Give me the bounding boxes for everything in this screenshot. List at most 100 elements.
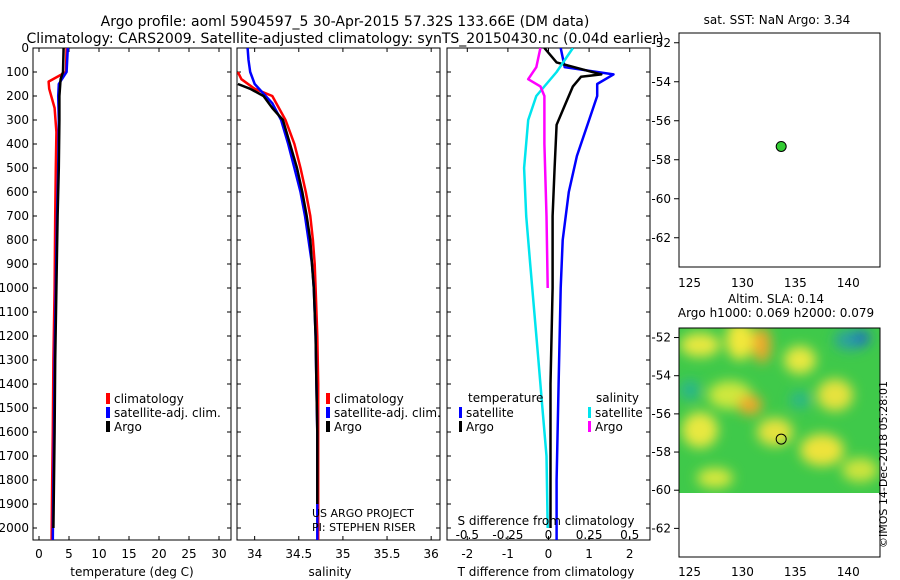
x-tick-label: 35	[335, 547, 350, 561]
figure-title-line1: Argo profile: aoml 5904597_5 30-Apr-2015…	[101, 14, 590, 30]
depth-tick-label: 500	[6, 161, 29, 175]
sla-map-panel: Altim. SLA: 0.14 Argo h1000: 0.069 h2000…	[651, 292, 881, 579]
legend-label-climatology: climatology	[334, 392, 404, 406]
lon-tick-label: 140	[837, 565, 860, 579]
argo-position-marker	[775, 140, 787, 152]
legend-swatch-argo	[326, 421, 330, 432]
depth-tick-label: 1500	[0, 401, 29, 415]
series-line-s-argo	[526, 48, 549, 289]
depth-tick-label: 400	[6, 137, 29, 151]
salinity-x-axis: 34 34.5 35 35.5 36	[247, 48, 439, 561]
lat-tick-label: -58	[651, 153, 671, 167]
lon-tick-label: 135	[784, 565, 807, 579]
lat-tick-label: -60	[651, 483, 671, 497]
s-tick-label: 0	[545, 528, 553, 542]
s-tick-label: -0.25	[492, 528, 523, 542]
legend-swatch-satellite	[106, 407, 110, 418]
sst-map-axes: -52 -54 -56 -58 -60 -62 125 130 135 140	[651, 36, 859, 290]
legend-swatch-s-satellite	[588, 407, 591, 418]
legend-label-satellite: satellite-adj. clim.	[114, 406, 221, 420]
legend-label-satellite: satellite-adj. clim.	[334, 406, 441, 420]
imos-credit: ©IMOS 14-Dec-2018 05:28:01	[877, 381, 890, 548]
sst-map-title: sat. SST: NaN Argo: 3.34	[704, 13, 851, 27]
t-difference-x-label: T difference from climatology	[457, 565, 635, 579]
pi-label: PI: STEPHEN RISER	[312, 521, 416, 534]
x-tick-label: 35.5	[374, 547, 401, 561]
depth-tick-label: 600	[6, 185, 29, 199]
figure-title-line2: Climatology: CARS2009. Satellite-adjuste…	[26, 31, 663, 47]
x-tick-label: 20	[151, 547, 166, 561]
temperature-x-axis: 0 5 10 15 20 25 30	[35, 48, 227, 561]
sla-map-subtitle: Argo h1000: 0.069 h2000: 0.079	[678, 306, 874, 320]
sla-map-axes: -52 -54 -56 -58 -60 -62 125 130 135 140	[651, 331, 859, 579]
t-difference-x-axis: -2 -1 0 1 2	[461, 48, 634, 561]
series-line-s-satellite	[522, 48, 574, 529]
lon-tick-label: 130	[731, 565, 754, 579]
legend-label-t-argo: Argo	[466, 420, 494, 434]
lat-tick-label: -52	[651, 36, 671, 50]
legend-swatch-t-argo	[459, 421, 462, 432]
difference-depth-ticks	[447, 47, 650, 529]
lat-tick-label: -56	[651, 407, 671, 421]
legend-swatch-climatology	[326, 393, 330, 404]
depth-tick-label: 0	[21, 41, 29, 55]
legend-label-s-argo: Argo	[595, 420, 623, 434]
legend-title-temperature: temperature	[468, 391, 543, 405]
depth-tick-label: 2000	[0, 521, 29, 535]
lon-tick-label: 125	[678, 276, 701, 290]
depth-tick-label: 1800	[0, 473, 29, 487]
difference-legend: temperature satellite Argo salinity sate…	[459, 391, 643, 434]
legend-label-s-satellite: satellite	[595, 406, 643, 420]
legend-swatch-satellite	[326, 407, 330, 418]
s-difference-x-label: S difference from climatology	[458, 514, 635, 528]
legend-swatch-argo	[106, 421, 110, 432]
x-tick-label: 0	[545, 547, 553, 561]
project-label: US ARGO PROJECT	[312, 507, 414, 520]
difference-panel: -2 -1 0 1 2 -0.5 -0.25 0 0.25 0.5 T difference f…	[446, 47, 651, 579]
lat-tick-label: -52	[651, 331, 671, 345]
legend-label-argo: Argo	[334, 420, 362, 434]
depth-axis: 0 100 200 300 400 500 600 700 800 900 1000 1100 1200…	[0, 41, 231, 535]
legend-swatch-t-satellite	[459, 407, 462, 418]
legend-swatch-climatology	[106, 393, 110, 404]
depth-tick-label: 1600	[0, 425, 29, 439]
series-line-t-satellite	[555, 48, 615, 540]
legend-label-climatology: climatology	[114, 392, 184, 406]
sla-map-title: Altim. SLA: 0.14	[728, 292, 824, 306]
x-tick-label: 25	[181, 547, 196, 561]
temperature-panel: 0100200300400500600700800900100011001200…	[0, 41, 232, 579]
difference-frame	[446, 47, 651, 541]
x-tick-label: 34.5	[285, 547, 312, 561]
sst-map-panel: sat. SST: NaN Argo: 3.34 -52 -54 -56 -58 -60…	[651, 13, 881, 290]
x-tick-label: 2	[626, 547, 634, 561]
salinity-panel: 34 34.5 35 35.5 36 salinity climatology sate…	[236, 47, 441, 579]
temperature-frame	[32, 47, 232, 541]
lon-tick-label: 125	[678, 565, 701, 579]
depth-tick-label: 1200	[0, 329, 29, 343]
lon-tick-label: 130	[731, 276, 754, 290]
legend-title-salinity: salinity	[596, 391, 639, 405]
s-tick-label: -0.5	[456, 528, 479, 542]
lat-tick-label: -56	[651, 114, 671, 128]
sla-map-frame	[678, 327, 881, 558]
series-line-t-argo	[543, 48, 603, 528]
depth-tick-label: 300	[6, 113, 29, 127]
x-tick-label: -2	[461, 547, 473, 561]
x-tick-label: 1	[585, 547, 593, 561]
depth-tick-label: 700	[6, 209, 29, 223]
depth-tick-label: 1300	[0, 353, 29, 367]
lat-tick-label: -54	[651, 75, 671, 89]
argo-position-marker	[775, 433, 787, 445]
s-difference-x-axis: -0.5 -0.25 0 0.25 0.5	[456, 528, 640, 542]
depth-tick-label: 1100	[0, 305, 29, 319]
x-tick-label: 36	[424, 547, 439, 561]
legend-label-argo: Argo	[114, 420, 142, 434]
legend-label-t-satellite: satellite	[466, 406, 514, 420]
lat-tick-label: -60	[651, 192, 671, 206]
x-tick-label: 34	[247, 547, 262, 561]
temperature-x-label: temperature (deg C)	[70, 565, 193, 579]
depth-tick-label: 1700	[0, 449, 29, 463]
sla-heatmap	[679, 328, 880, 493]
x-tick-label: 30	[211, 547, 226, 561]
salinity-legend: climatology satellite-adj. clim. Argo	[326, 392, 441, 434]
